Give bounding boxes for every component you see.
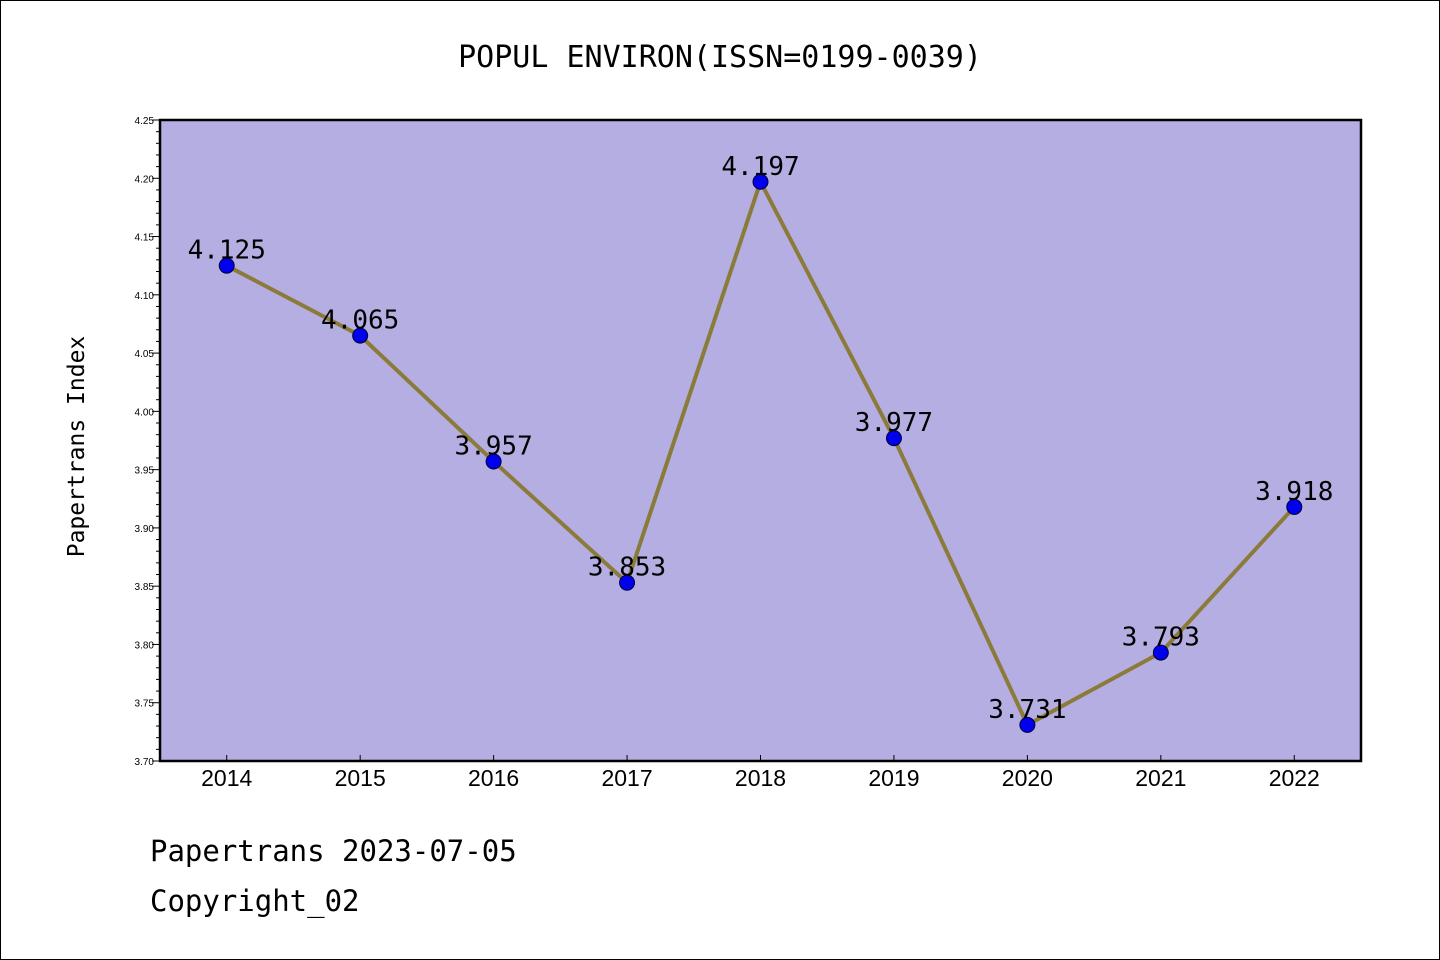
x-tick-label: 2022	[1269, 765, 1320, 791]
footer-date: Papertrans 2023-07-05	[150, 834, 517, 868]
data-point	[619, 574, 636, 591]
data-point	[1019, 716, 1036, 733]
chart-title: POPUL ENVIRON(ISSN=0199-0039)	[458, 40, 982, 75]
y-tick-label: 3.75	[135, 699, 155, 710]
y-tick-label: 4.05	[135, 349, 155, 360]
data-point	[1152, 644, 1169, 661]
y-tick-label: 3.70	[135, 757, 155, 768]
y-tick-label: 3.90	[135, 524, 155, 535]
x-axis: 2014 2015 2016 2017 2018 2019 2020 2021 2022	[201, 755, 1320, 791]
y-axis-label: Papertrans Index	[64, 336, 90, 558]
data-label: 3.731	[988, 695, 1066, 725]
x-tick-label: 2019	[868, 765, 919, 791]
x-tick-label: 2015	[335, 765, 386, 791]
y-tick-label: 4.00	[135, 407, 155, 418]
x-tick-label: 2014	[201, 765, 252, 791]
series: 4.125 4.065 3.957 3.853 4.197 3.977 3.731 3.793…	[188, 152, 1333, 733]
x-tick-label: 2021	[1135, 765, 1186, 791]
y-tick-label: 3.95	[135, 466, 155, 477]
data-point	[885, 430, 902, 447]
data-point	[752, 173, 769, 190]
plot-area	[160, 120, 1361, 761]
footer-copyright: Copyright_02	[150, 884, 360, 918]
data-label: 3.793	[1122, 623, 1200, 653]
y-axis: 3.70 3.75 3.80 3.85 3.90 3.95 4.00 4.05 4.10 4.15…	[135, 116, 160, 768]
y-tick-label: 3.85	[135, 582, 155, 593]
data-label: 3.957	[454, 431, 532, 461]
y-tick-label: 4.20	[135, 174, 155, 185]
data-point	[352, 327, 369, 344]
data-label: 4.065	[321, 306, 399, 336]
x-tick-label: 2016	[468, 765, 519, 791]
data-point	[218, 257, 235, 274]
data-label: 3.918	[1255, 477, 1333, 507]
y-tick-label: 4.10	[135, 291, 155, 302]
data-label: 4.197	[721, 152, 799, 182]
y-tick-label: 4.25	[135, 116, 155, 127]
data-label: 3.977	[855, 408, 933, 438]
plot-border	[158, 118, 1363, 763]
x-tick-label: 2020	[1002, 765, 1053, 791]
y-tick-label: 3.80	[135, 640, 155, 651]
data-label: 4.125	[188, 236, 266, 266]
data-point	[485, 453, 502, 470]
x-tick-label: 2018	[735, 765, 786, 791]
y-tick-label: 4.15	[135, 233, 155, 244]
data-label: 3.853	[588, 553, 666, 583]
x-tick-label: 2017	[601, 765, 652, 791]
data-point	[1286, 498, 1303, 515]
